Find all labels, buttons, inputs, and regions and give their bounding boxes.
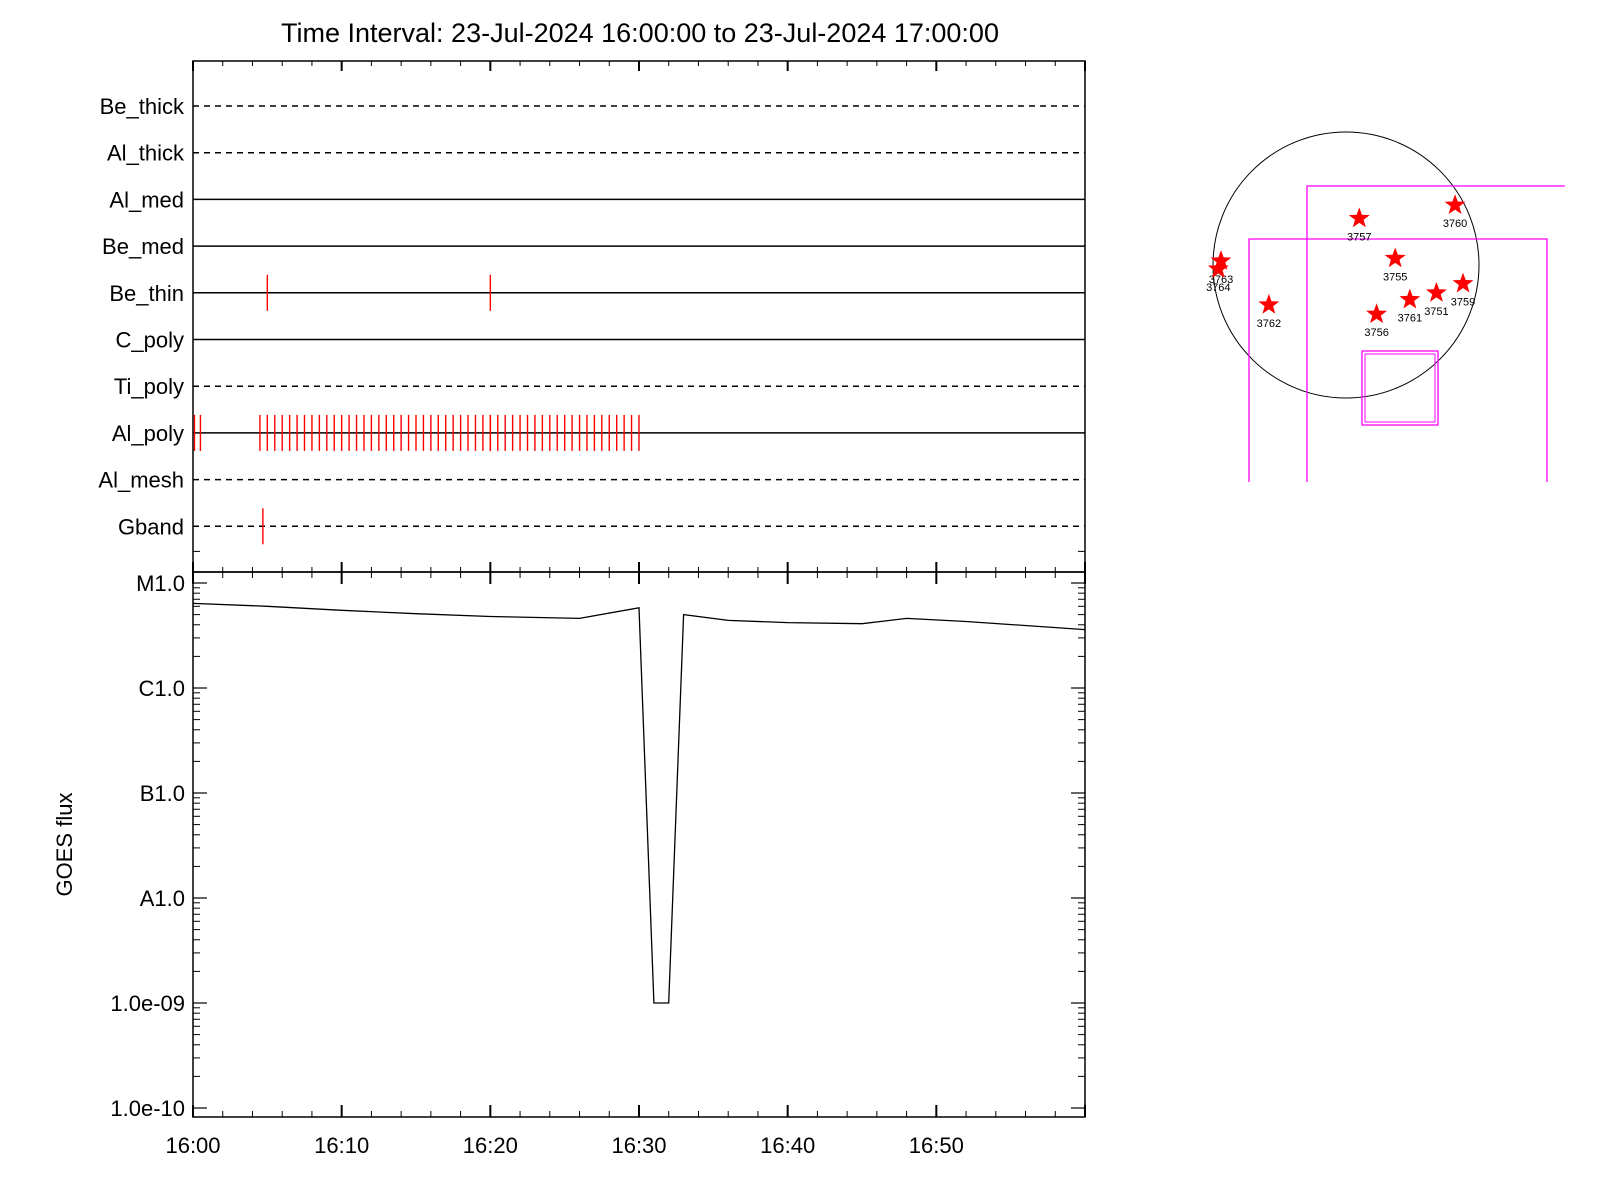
y-tick-label: C1.0 xyxy=(139,676,185,701)
y-tick-label: 1.0e-09 xyxy=(110,991,185,1016)
y-tick-label: M1.0 xyxy=(136,571,185,596)
goes-flux-panel: M1.0 C1.0 B1.0 A1.0 1.0e-09 1.0e-10 16:00 16:10… xyxy=(52,550,1086,1158)
timeline-row-label: Ti_poly xyxy=(114,374,184,399)
active-region-star xyxy=(1444,194,1466,214)
timeline-row-label: Be_thick xyxy=(100,94,185,119)
timeline-row-label: Al_poly xyxy=(112,421,184,446)
active-region-star xyxy=(1384,247,1406,268)
chart-title: Time Interval: 23-Jul-2024 16:00:00 to 2… xyxy=(281,18,999,48)
active-region-star xyxy=(1426,281,1447,302)
timeline-row-label: Al_med xyxy=(109,187,184,212)
solar-disk xyxy=(1212,131,1480,399)
timeline-row-label: Be_med xyxy=(102,234,184,259)
active-region-label: 3756 xyxy=(1364,327,1388,339)
timeline-row-label: Gband xyxy=(118,514,184,539)
flux-frame xyxy=(192,571,1086,1118)
active-region-label: 3763 xyxy=(1209,274,1233,286)
goes-flux-line xyxy=(192,602,1086,1004)
active-region-star xyxy=(1366,303,1388,324)
event-timeline-panel: Be_thick Al_thick Al_med Be_med Be_thin C_pol… xyxy=(98,60,1086,573)
active-region-label: 3759 xyxy=(1451,297,1475,309)
active-region-star xyxy=(1210,250,1232,270)
y-axis-label: GOES flux xyxy=(52,793,77,897)
active-region-star xyxy=(1207,258,1229,278)
active-region-star xyxy=(1399,288,1421,309)
active-region-star xyxy=(1348,207,1370,228)
timeline-row-label: C_poly xyxy=(116,328,184,353)
active-region-label: 3755 xyxy=(1383,271,1407,283)
active-region-star xyxy=(1258,293,1280,314)
active-region-label: 3751 xyxy=(1424,306,1448,318)
y-tick-label: 1.0e-10 xyxy=(110,1096,185,1121)
timeline-row-label: Al_thick xyxy=(107,141,185,166)
field-of-view-box xyxy=(1306,185,1565,482)
timeline-frame xyxy=(192,60,1086,573)
x-tick-label: 16:30 xyxy=(611,1133,666,1158)
timeline-row-label: Al_mesh xyxy=(98,468,184,493)
active-region-label: 3764 xyxy=(1206,282,1230,294)
y-tick-label: B1.0 xyxy=(140,781,185,806)
x-tick-label: 16:00 xyxy=(165,1133,220,1158)
y-tick-label: A1.0 xyxy=(140,886,185,911)
active-region-label: 3757 xyxy=(1347,231,1371,243)
timeline-row-label: Be_thin xyxy=(109,281,184,306)
x-tick-label: 16:20 xyxy=(463,1133,518,1158)
field-of-view-box xyxy=(1364,353,1436,423)
active-region-star xyxy=(1452,272,1474,293)
x-tick-label: 16:50 xyxy=(909,1133,964,1158)
active-region-label: 3761 xyxy=(1398,313,1422,325)
field-of-view-box xyxy=(1361,350,1439,426)
x-tick-label: 16:10 xyxy=(314,1133,369,1158)
x-tick-label: 16:40 xyxy=(760,1133,815,1158)
field-of-view-box xyxy=(1248,238,1548,482)
active-region-label: 3760 xyxy=(1443,218,1467,230)
active-region-label: 3762 xyxy=(1257,318,1281,330)
